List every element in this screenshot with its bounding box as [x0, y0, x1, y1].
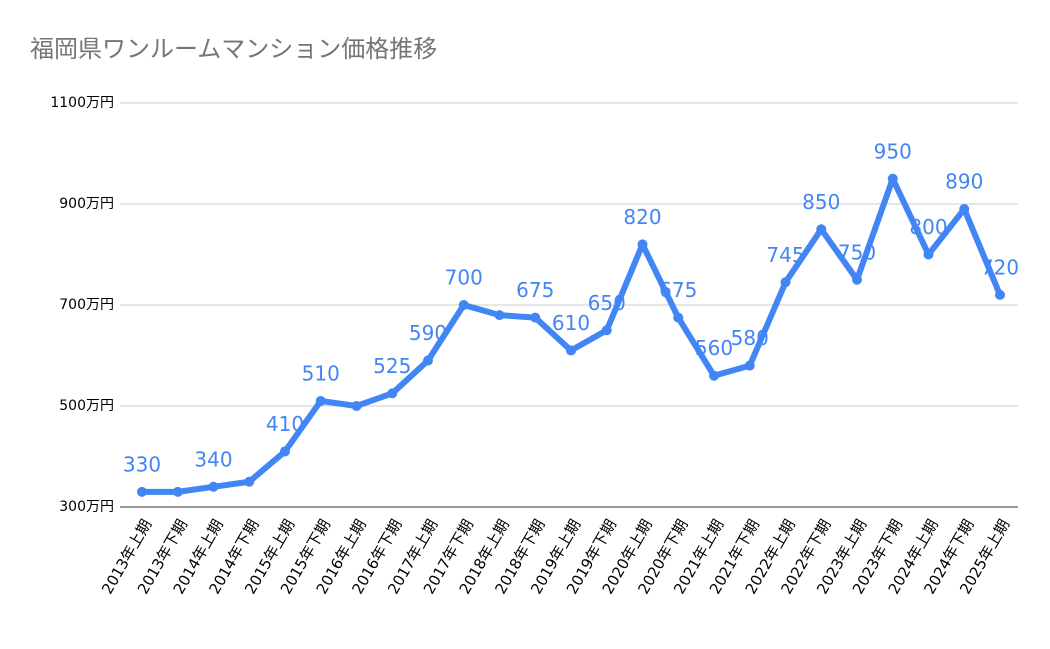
- point: [351, 401, 362, 411]
- data-label: 700: [445, 266, 483, 290]
- data-label: 525: [373, 354, 411, 378]
- point: [780, 277, 791, 288]
- data-label: 510: [302, 361, 340, 385]
- point: [458, 300, 469, 310]
- point: [566, 345, 576, 356]
- point: [887, 173, 898, 184]
- y-tick-label: 500万円: [59, 398, 114, 414]
- point: [923, 249, 934, 260]
- point: [816, 224, 827, 235]
- point: [959, 204, 970, 215]
- point: [530, 312, 541, 323]
- point: [137, 486, 147, 497]
- data-label: 890: [945, 170, 983, 194]
- data-label: 650: [588, 291, 626, 315]
- point: [244, 476, 255, 487]
- data-label: 560: [695, 336, 733, 360]
- point: [494, 310, 505, 321]
- point: [387, 388, 398, 399]
- data-label: 580: [731, 326, 769, 350]
- y-tick-label: 1100万円: [50, 95, 114, 111]
- point: [744, 360, 755, 371]
- point: [709, 370, 719, 381]
- data-label: 950: [874, 139, 912, 163]
- data-label: 675: [516, 278, 554, 302]
- y-tick-label: 300万円: [59, 499, 114, 515]
- point: [423, 355, 433, 366]
- data-label: 820: [623, 205, 661, 229]
- data-label: 410: [266, 412, 304, 436]
- chart-title: 福岡県ワンルームマンション価格推移: [30, 35, 437, 63]
- data-label: 750: [838, 240, 876, 264]
- point: [995, 289, 1005, 300]
- line: [142, 175, 1003, 495]
- y-tick-label: 900万円: [59, 196, 114, 212]
- data-label: 800: [909, 215, 947, 239]
- point: [208, 481, 219, 492]
- data-label: 610: [552, 311, 590, 335]
- point: [673, 312, 684, 323]
- point: [852, 274, 862, 285]
- data-label: 745: [766, 243, 804, 267]
- y-tick-label: 700万円: [59, 297, 114, 313]
- data-label: 590: [409, 321, 447, 345]
- data-label: 330: [123, 452, 161, 476]
- point: [172, 486, 183, 497]
- point: [601, 325, 612, 336]
- point: [315, 395, 326, 406]
- data-label: 675: [659, 278, 697, 302]
- data-label: 340: [194, 447, 232, 471]
- data-label: 850: [802, 190, 840, 214]
- point: [637, 239, 648, 250]
- point: [280, 446, 290, 457]
- data-label: 720: [981, 255, 1019, 279]
